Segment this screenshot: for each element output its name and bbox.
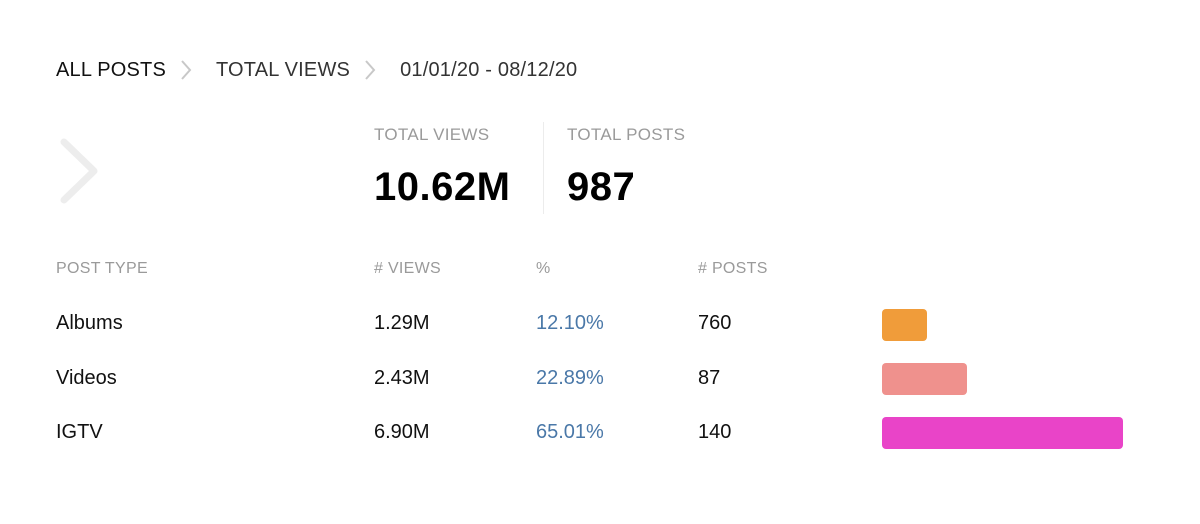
row-albums-share-bar <box>882 309 927 341</box>
breadcrumb: ALL POSTS TOTAL VIEWS 01/01/20 - 08/12/2… <box>56 58 577 82</box>
total-views-value: 10.62M <box>374 165 511 209</box>
header-posts: # POSTS <box>698 260 768 277</box>
row-igtv-share-bar <box>882 417 1123 449</box>
row-albums-posts: 760 <box>698 312 732 334</box>
row-videos-percent: 22.89% <box>536 367 604 389</box>
row-videos-share-bar <box>882 363 967 395</box>
row-igtv-type: IGTV <box>56 421 103 443</box>
row-albums-views: 1.29M <box>374 312 430 334</box>
metric-divider <box>543 122 544 214</box>
chevron-right-icon[interactable] <box>56 136 102 206</box>
breadcrumb-total-views[interactable]: TOTAL VIEWS <box>216 59 351 81</box>
header-percent: % <box>536 260 551 277</box>
total-views-label: TOTAL VIEWS <box>374 125 490 144</box>
row-igtv-percent: 65.01% <box>536 421 604 443</box>
row-albums-type: Albums <box>56 312 123 334</box>
total-posts-label: TOTAL POSTS <box>567 125 686 144</box>
row-videos-views: 2.43M <box>374 367 430 389</box>
row-igtv-posts: 140 <box>698 421 732 443</box>
header-post-type: POST TYPE <box>56 260 148 277</box>
total-views-metric: TOTAL VIEWS 10.62M <box>374 124 510 211</box>
breadcrumb-date-range[interactable]: 01/01/20 - 08/12/20 <box>400 59 578 81</box>
total-posts-value: 987 <box>567 165 636 209</box>
row-igtv-views: 6.90M <box>374 421 430 443</box>
row-videos-posts: 87 <box>698 367 721 389</box>
row-videos-type: Videos <box>56 367 117 389</box>
header-views: # VIEWS <box>374 260 442 277</box>
row-albums-percent: 12.10% <box>536 312 604 334</box>
chevron-right-icon <box>364 58 378 82</box>
total-posts-metric: TOTAL POSTS 987 <box>567 124 685 211</box>
chevron-right-icon <box>180 58 194 82</box>
breadcrumb-all-posts[interactable]: ALL POSTS <box>56 59 166 81</box>
